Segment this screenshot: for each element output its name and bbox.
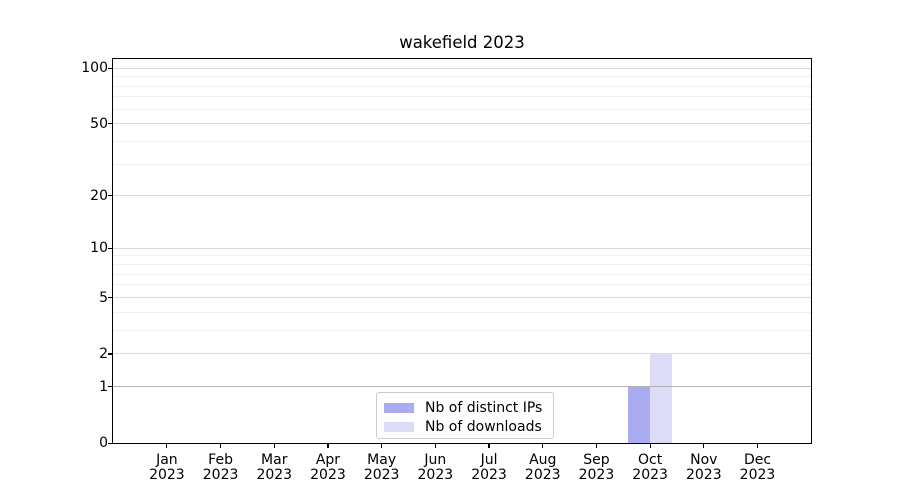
x-tick-year: 2023 <box>578 467 615 484</box>
x-tick-month: Apr <box>315 451 341 468</box>
x-tick <box>488 444 490 449</box>
x-tick-label: May 2023 <box>342 451 422 484</box>
x-tick-year: 2023 <box>632 467 668 484</box>
x-tick-month: Jun <box>424 451 447 468</box>
x-tick-month: Jul <box>480 451 498 468</box>
bar-distinct-ips <box>627 386 650 443</box>
x-tick-month: Sep <box>583 451 610 468</box>
x-tick-month: Mar <box>261 451 288 468</box>
x-tick <box>166 444 168 449</box>
x-tick-label: Apr 2023 <box>288 451 368 484</box>
minor-gridline <box>113 255 811 257</box>
minor-gridline <box>113 163 811 165</box>
x-tick <box>219 444 222 449</box>
minor-gridline <box>113 96 811 98</box>
major-gridline <box>113 123 811 125</box>
x-tick-year: 2023 <box>310 467 346 484</box>
x-tick <box>756 444 759 449</box>
x-tick-month: Aug <box>529 451 557 468</box>
y-tick <box>107 297 112 299</box>
major-gridline <box>113 67 811 69</box>
minor-gridline <box>113 284 811 286</box>
minor-gridline <box>113 108 811 110</box>
y-tick-label: 5 <box>99 289 108 306</box>
x-tick-label: Jun 2023 <box>395 451 475 484</box>
legend-row-downloads: Nb of downloads <box>377 417 553 436</box>
x-tick-label: Aug 2023 <box>503 451 583 484</box>
x-tick-year: 2023 <box>471 467 507 484</box>
y-tick <box>107 195 112 197</box>
legend-label-distinct-ips: Nb of distinct IPs <box>425 399 543 416</box>
major-gridline <box>113 353 811 355</box>
x-tick-label: Jul 2023 <box>449 451 529 484</box>
x-tick <box>649 444 651 449</box>
x-tick-month: May <box>367 451 397 468</box>
x-tick-month: Feb <box>208 451 233 468</box>
minor-gridline <box>113 85 811 87</box>
x-tick-year: 2023 <box>363 467 400 484</box>
x-tick <box>381 444 383 449</box>
x-tick-month: Nov <box>690 451 718 468</box>
y-tick-label: 20 <box>90 187 108 204</box>
x-tick-year: 2023 <box>256 467 293 484</box>
legend-label-downloads: Nb of downloads <box>425 418 542 435</box>
legend-row-distinct-ips: Nb of distinct IPs <box>377 398 553 417</box>
x-tick-month: Oct <box>638 451 663 468</box>
minor-gridline <box>113 264 811 266</box>
x-tick <box>273 444 275 449</box>
major-gridline <box>113 247 811 249</box>
y-tick <box>107 123 112 125</box>
chart-title: wakefield 2023 <box>399 33 525 52</box>
minor-gridline <box>113 76 811 78</box>
plot-area <box>112 58 812 444</box>
y-tick-label: 0 <box>99 435 108 452</box>
x-tick-year: 2023 <box>417 467 454 484</box>
x-tick-year: 2023 <box>739 467 776 484</box>
minor-gridline <box>113 273 811 275</box>
x-tick-label: Jan 2023 <box>127 451 207 484</box>
x-tick-year: 2023 <box>685 467 722 484</box>
y-tick <box>107 353 112 355</box>
minor-gridline <box>113 329 811 331</box>
x-tick <box>595 444 598 449</box>
x-tick-year: 2023 <box>149 467 185 484</box>
minor-gridline <box>113 140 811 142</box>
x-tick <box>703 444 705 449</box>
x-tick-label: Nov 2023 <box>664 451 744 484</box>
x-tick-year: 2023 <box>202 467 239 484</box>
x-tick-label: Dec 2023 <box>718 451 798 484</box>
y-tick <box>107 442 112 444</box>
y-tick-label: 2 <box>99 345 108 362</box>
baseline-gridline <box>113 386 811 388</box>
x-tick-year: 2023 <box>524 467 561 484</box>
y-tick <box>107 386 112 388</box>
y-tick-label: 10 <box>90 240 108 257</box>
bar-downloads <box>649 353 672 443</box>
x-tick <box>327 444 329 449</box>
x-tick <box>542 444 544 449</box>
y-tick-label: 1 <box>99 378 108 395</box>
major-gridline <box>113 296 811 298</box>
legend: Nb of distinct IPs Nb of downloads <box>376 392 554 439</box>
minor-gridline <box>113 311 811 313</box>
x-tick-label: Feb 2023 <box>181 451 261 484</box>
major-gridline <box>113 195 811 197</box>
y-tick-label: 100 <box>81 60 108 77</box>
x-tick-label: Oct 2023 <box>610 451 690 484</box>
x-tick-month: Jan <box>156 451 178 468</box>
x-tick <box>434 444 436 449</box>
x-tick-label: Sep 2023 <box>556 451 636 484</box>
legend-swatch-distinct-ips <box>384 402 414 413</box>
x-tick-label: Mar 2023 <box>234 451 314 484</box>
legend-swatch-downloads <box>384 421 414 432</box>
y-tick <box>107 67 112 69</box>
y-tick-label: 50 <box>90 115 108 132</box>
y-tick <box>107 247 112 249</box>
x-tick-month: Dec <box>743 451 772 468</box>
